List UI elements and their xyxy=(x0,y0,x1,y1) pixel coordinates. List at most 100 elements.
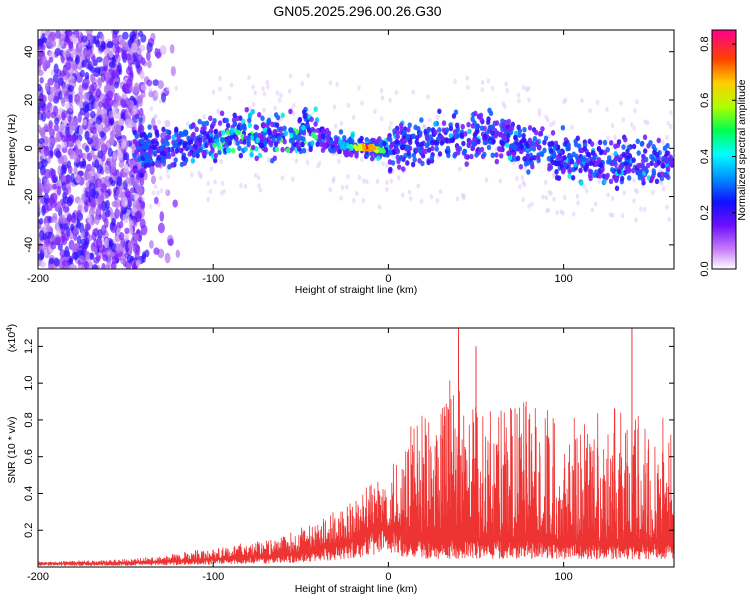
spectrogram-ridge xyxy=(139,172,145,179)
spectrogram-faint xyxy=(630,122,634,128)
spectrogram-ridge xyxy=(644,168,649,174)
spectrogram-blob xyxy=(105,209,111,218)
spectrogram-blob xyxy=(41,55,47,64)
spectrogram-ridge xyxy=(400,144,406,150)
spectrogram-ridge xyxy=(522,156,527,162)
spectrogram-ridge xyxy=(631,143,637,150)
spectrogram-faint xyxy=(375,178,380,184)
spectrogram-ridge xyxy=(302,113,307,119)
spectrogram-ridge xyxy=(594,169,599,175)
spectrogram-blob xyxy=(103,55,109,67)
spectrogram-ridge xyxy=(270,121,275,128)
spectrogram-faint xyxy=(407,189,412,195)
spectrogram-ridge xyxy=(526,169,531,175)
spectrogram-blob xyxy=(67,114,72,124)
spectrogram-blob xyxy=(114,81,119,89)
spectrogram-faint xyxy=(151,190,156,196)
spectrogram-faint xyxy=(154,91,159,97)
spectrogram-ridge xyxy=(532,135,538,142)
spectrogram-ridge xyxy=(482,133,488,140)
spectrogram-faint xyxy=(661,186,666,192)
spectrogram-ridge xyxy=(229,134,234,140)
spectrogram-faint xyxy=(373,108,377,115)
spectrogram-blob xyxy=(71,215,77,224)
spectrogram-ridge xyxy=(261,121,266,128)
spectrogram-blob xyxy=(68,257,74,266)
spectrogram-blob xyxy=(135,259,141,267)
spectrogram-faint xyxy=(605,106,609,112)
spectrogram-blob xyxy=(69,223,75,232)
spectrogram-blob xyxy=(66,213,73,223)
spectrogram-ridge xyxy=(631,167,636,174)
spectrogram-blob xyxy=(170,66,176,77)
spectrogram-ridge xyxy=(501,123,506,129)
spectrogram-blob xyxy=(81,35,88,43)
spectrogram-ridge xyxy=(476,149,481,156)
spectrogram-ridge xyxy=(313,106,318,113)
spectrogram-blob xyxy=(61,146,68,154)
colorbar xyxy=(711,29,737,270)
spectrogram-faint xyxy=(345,184,349,190)
spectrogram-blob xyxy=(38,161,44,170)
spectrogram-blob xyxy=(123,163,129,174)
spectrogram-ridge xyxy=(232,112,237,119)
spectrogram-faint xyxy=(632,125,636,131)
spectrogram-ridge xyxy=(354,153,359,159)
spectrogram-ridge xyxy=(635,138,640,145)
spectrogram-ridge xyxy=(249,151,254,158)
spectrogram-ridge xyxy=(506,150,511,157)
spectrogram-blob xyxy=(140,201,145,209)
spectrogram-ridge xyxy=(247,113,253,119)
spectrogram-ridge xyxy=(160,138,165,144)
spectrogram-ridge xyxy=(288,108,293,115)
spectrogram-ridge xyxy=(234,136,239,142)
spectrogram-ridge xyxy=(394,147,400,153)
spectrogram-faint xyxy=(328,80,333,86)
spectrogram-ridge xyxy=(498,131,503,138)
spectrogram-faint xyxy=(527,97,531,103)
spectrogram-ridge xyxy=(417,157,422,164)
spectrogram-ridge xyxy=(533,129,539,136)
spectrogram-blob xyxy=(59,214,66,224)
spectrogram-blob xyxy=(38,252,45,261)
spectrogram-ridge xyxy=(504,142,510,149)
spectrogram-blob xyxy=(135,210,143,220)
spectrogram-faint xyxy=(593,201,598,207)
top-ylabel: Frequency (Hz) xyxy=(6,114,18,186)
spectrogram-faint xyxy=(227,95,232,101)
spectrogram-ridge xyxy=(448,133,454,139)
spectrogram-ridge xyxy=(454,122,460,129)
spectrogram-faint xyxy=(166,86,171,92)
spectrogram-blob xyxy=(118,161,125,168)
spectrogram-ridge xyxy=(651,168,656,174)
spectrogram-faint xyxy=(273,105,277,111)
spectrogram-ridge xyxy=(537,131,543,137)
spectrogram-blob xyxy=(150,175,157,185)
spectrogram-ridge xyxy=(291,137,296,143)
spectrogram-ridge xyxy=(255,137,260,144)
spectrogram-ridge xyxy=(171,134,176,141)
spectrogram-blob xyxy=(126,254,133,264)
spectrogram-blob xyxy=(160,92,167,103)
spectrogram-ridge xyxy=(656,137,661,144)
spectrogram-ridge xyxy=(208,127,214,134)
spectrogram-ridge xyxy=(535,154,541,161)
spectrogram-blob xyxy=(138,30,144,37)
spectrogram-ridge xyxy=(388,166,393,173)
spectrogram-blob xyxy=(95,254,101,262)
spectrogram-ridge xyxy=(518,163,524,170)
spectrogram-ridge xyxy=(494,120,500,126)
spectrogram-ridge xyxy=(625,154,630,161)
spectrogram-ridge xyxy=(406,150,411,156)
spectrogram-blob xyxy=(95,88,101,99)
spectrogram-faint xyxy=(588,108,592,114)
spectrogram-ridge xyxy=(621,151,626,158)
spectrogram-faint xyxy=(379,116,384,122)
spectrogram-ridge xyxy=(437,108,442,115)
spectrogram-ridge xyxy=(640,176,646,183)
spectrogram-ridge xyxy=(147,124,152,130)
spectrogram-blob xyxy=(73,232,78,241)
spectrogram-ridge xyxy=(242,139,247,145)
spectrogram-ridge xyxy=(537,144,542,151)
